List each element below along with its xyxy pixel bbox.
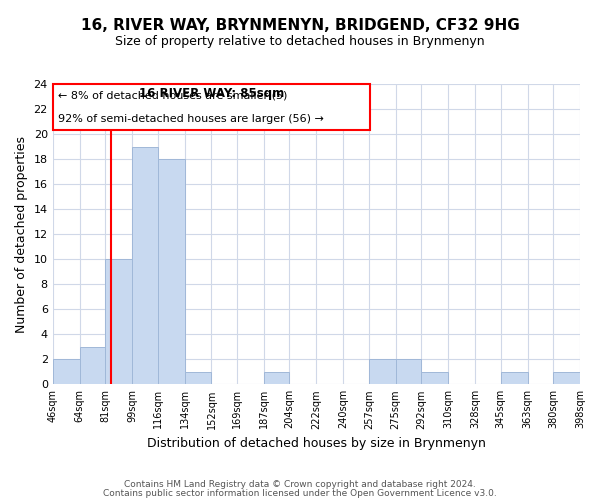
Bar [80, 347, 105, 385]
Y-axis label: Number of detached properties: Number of detached properties [15, 136, 28, 332]
Bar [369, 360, 396, 384]
Bar [553, 372, 580, 384]
FancyBboxPatch shape [53, 84, 370, 130]
Text: 92% of semi-detached houses are larger (56) →: 92% of semi-detached houses are larger (… [58, 114, 324, 124]
Text: Contains HM Land Registry data © Crown copyright and database right 2024.: Contains HM Land Registry data © Crown c… [124, 480, 476, 489]
Bar [396, 360, 421, 384]
Bar [158, 159, 185, 384]
Text: 16, RIVER WAY, BRYNMENYN, BRIDGEND, CF32 9HG: 16, RIVER WAY, BRYNMENYN, BRIDGEND, CF32… [80, 18, 520, 32]
Bar [53, 360, 80, 384]
Bar [264, 372, 289, 384]
Bar [185, 372, 211, 384]
Text: 16 RIVER WAY: 85sqm: 16 RIVER WAY: 85sqm [139, 87, 284, 100]
Text: Size of property relative to detached houses in Brynmenyn: Size of property relative to detached ho… [115, 35, 485, 48]
Text: ← 8% of detached houses are smaller (5): ← 8% of detached houses are smaller (5) [58, 90, 287, 100]
X-axis label: Distribution of detached houses by size in Brynmenyn: Distribution of detached houses by size … [147, 437, 486, 450]
Text: Contains public sector information licensed under the Open Government Licence v3: Contains public sector information licen… [103, 489, 497, 498]
Bar [132, 146, 158, 384]
Bar [105, 259, 132, 384]
Bar [421, 372, 448, 384]
Bar [500, 372, 527, 384]
